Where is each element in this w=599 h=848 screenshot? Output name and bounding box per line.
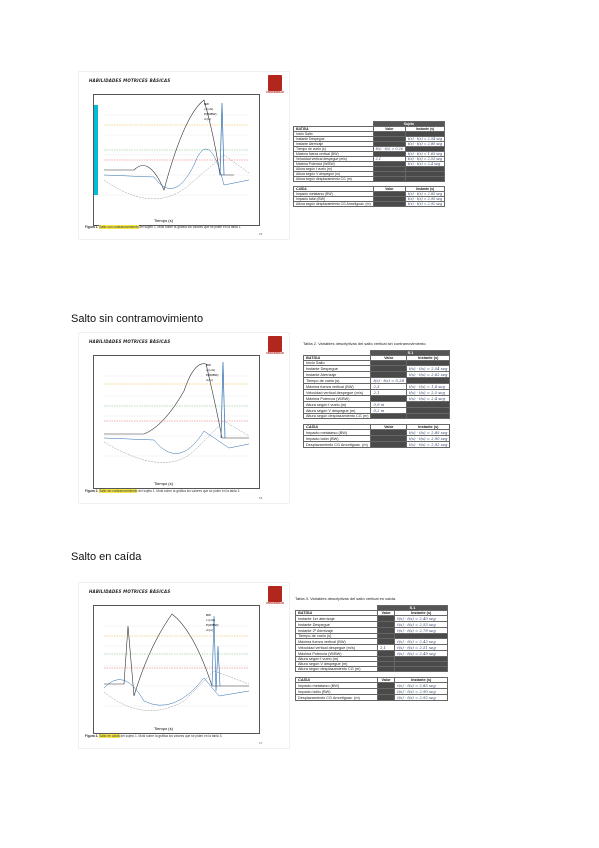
figure-caption: Figura 3. Salto en caída del sujeto 1. M… [85,734,223,738]
row-value: t(s) · t(s) = 0,26 [372,146,406,152]
table-row: Altura según desplazamiento CG Amortigua… [293,201,446,207]
row-instant: t(s) · t(s) = 2,80 seg [404,141,446,147]
table-row: Altura según desplazamiento CG (m) [302,413,451,419]
legend-v: v (m/s) [206,368,215,372]
logo-text: UNIVERSIDAD [266,602,284,605]
jump-chart: Tiempo (s) BW v (m/s) P(W/BW) d (m) [93,355,260,489]
row-label: Altura según desplazamiento CG Amortigua… [293,201,374,207]
x-axis-label: Tiempo (s) [154,726,174,731]
legend-p: P(W/BW) [206,373,219,377]
table-row: Desplazamiento CG Amortiguac. (m) t(s) · … [302,441,451,448]
table-row: Desplazamiento CG Amortiguac. (m) t(s) · … [295,694,448,701]
row-value [370,441,408,448]
logo-text: UNIVERSIDAD [266,91,284,94]
section-title: Salto en caída [71,551,142,563]
figure-caption: Figura 1. Salto con contramovimiento del… [85,225,242,229]
jump-chart: Tiempo (s) BW v (m/s) P(W/BW) d (m) [93,94,260,226]
row-value [376,694,396,701]
row-value [372,176,406,182]
row-label: Desplazamiento CG Amortiguac. (m) [295,694,378,701]
section-title: Salto sin contramovimiento [71,313,204,325]
figure-page: HABILIDADES MOTRICES BÁSICAS UNIVERSIDAD… [78,582,290,749]
figure-header: HABILIDADES MOTRICES BÁSICAS [89,78,171,83]
row-instant: t(s) · t(s) = 2,85 seg [406,429,451,436]
page-number: 16 [259,496,263,500]
table-caption: Tabla 3. Variables descriptivas del salt… [295,596,397,601]
legend-d: d (m) [206,628,213,632]
row-instant: t(s) · t(s) = 2,90 seg [404,196,446,202]
table-row: Altura según desplazamiento CG (m) [295,666,448,672]
legend-bw: BW [204,102,209,106]
row-instant [406,413,451,419]
row-instant: t(s) · t(s) = 2,54 seg [404,136,446,142]
variables-table: S.1 BATIDA Valor Instante (s) Inicio Salto… [302,350,451,448]
row-instant: t(s) · t(s) = 2,4 seg [406,395,451,402]
jump-chart: Tiempo (s) BW v (m/s) P(W/BW) d (m) [93,605,260,734]
row-instant: t(s) · t(s) = 2,62 seg [406,371,451,378]
figure-header: HABILIDADES MOTRICES BÁSICAS [89,589,171,594]
row-label: Desplazamiento CG Amortiguac. (m) [302,441,372,448]
legend-p: P(W/BW) [206,623,219,627]
legend-p: P(W/BW) [204,112,217,116]
variables-table: S.1 BATIDA Valor Instante (s) Instante 1er… [295,605,449,701]
row-value [372,201,406,207]
row-instant: t(s) · t(s) = 2,90 seg [406,435,451,442]
figure-caption: Figura 2. Salto sin contramovimiento del… [85,489,241,493]
figure-page: HABILIDADES MOTRICES BÁSICAS UNIVERSIDAD… [78,332,290,504]
legend-v: v (m/s) [206,618,215,622]
university-logo [268,75,282,91]
table-row: Instante Despegue t(s) · t(s) = 2,53 seg [295,621,448,628]
x-axis-label: Tiempo (s) [154,218,174,223]
legend-d: d (m) [204,117,211,121]
university-logo [268,336,282,352]
row-label: Altura según desplazamiento CG (m) [302,413,372,419]
row-instant: t(s) · t(s) = 2,5 seg [406,389,451,396]
logo-text: UNIVERSIDAD [266,352,284,355]
legend-v: v (m/s) [204,107,213,111]
row-instant: t(s) · t(s) = 2,92 seg [404,201,446,207]
page-number: 17 [259,741,263,745]
figure-page: HABILIDADES MOTRICES BÁSICAS UNIVERSIDAD… [78,71,290,240]
row-value: t(s) · t(s) = 0,28 [370,377,408,384]
row-instant: t(s) · t(s) = 2,4 seg [404,161,446,167]
page-number: 15 [259,232,263,236]
row-instant [394,666,448,672]
table-row: Altura según desplazamiento CG (m) [293,176,446,182]
row-value [376,666,396,672]
legend-d: d (m) [206,378,213,382]
row-instant: t(s) · t(s) = 2,85 seg [404,191,446,197]
row-instant: t(s) · t(s) = 2,54 seg [406,365,451,372]
row-instant [404,176,446,182]
row-instant: t(s) · t(s) = 2,53 seg [404,156,446,162]
legend-bw: BW [206,363,211,367]
variables-table: Sujeto BATIDA Valor Instante (s) Inicio Sa… [293,121,446,207]
table-caption: Tabla 2. Variables descriptivas del salt… [303,341,427,346]
row-instant: t(s) · t(s) = 2,92 seg [406,441,451,448]
x-axis-label: Tiempo (s) [154,481,174,486]
figure-header: HABILIDADES MOTRICES BÁSICAS [89,339,171,344]
row-instant: t(s) · t(s) = 1,6 seg [406,383,451,390]
university-logo [268,586,282,602]
row-instant: t(s) · t(s) = 1,65 seg [404,151,446,157]
legend-bw: BW [206,613,211,617]
row-instant: t(s) · t(s) = 2,92 seg [394,694,448,701]
